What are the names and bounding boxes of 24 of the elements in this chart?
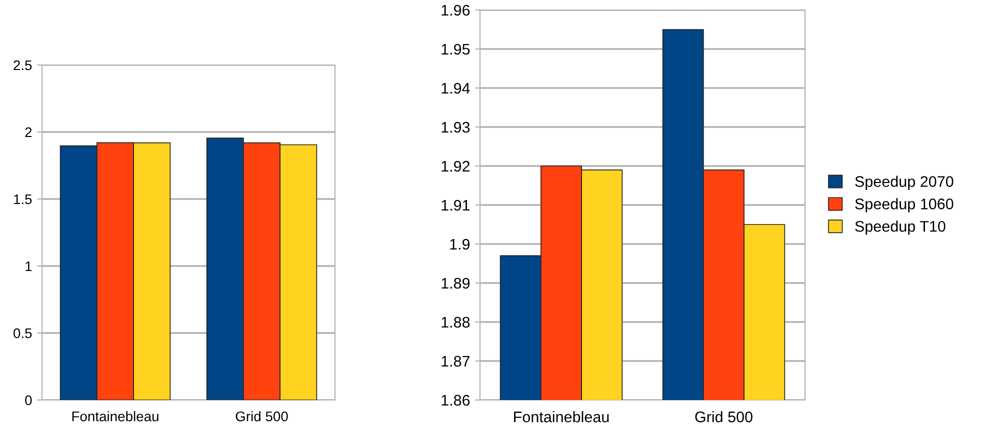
x-tick-label: Fontainebleau	[72, 411, 158, 422]
y-tick-label: 0	[25, 395, 32, 406]
y-tick-label: 1.87	[442, 356, 470, 367]
y-tick-label: 1.96	[442, 4, 470, 16]
y-tick-label: 1.9	[450, 238, 470, 250]
legend-label: Speedup 2070	[855, 176, 954, 190]
y-tick-label: 1.5	[14, 194, 32, 204]
y-tick-label: 1.89	[442, 278, 470, 289]
x-tick-label: Grid 500	[236, 411, 288, 422]
y-tick-label: 2	[25, 127, 32, 138]
x-tick-label: Fontainebleau	[514, 411, 609, 422]
y-tick-label: 2.5	[14, 60, 32, 70]
x-tick-label: Grid 500	[695, 411, 752, 422]
y-tick-label: 1	[26, 261, 32, 272]
y-tick-label: 1.91	[442, 200, 470, 211]
y-tick-label: 1.86	[442, 394, 470, 406]
y-tick-label: 1.94	[442, 82, 470, 94]
y-tick-label: 0.5	[14, 328, 32, 338]
y-tick-label: 1.95	[442, 44, 470, 55]
y-tick-label: 1.92	[442, 160, 470, 172]
legend-label: Speedup 1060	[855, 198, 954, 212]
legend-label: Speedup T10	[855, 220, 946, 235]
y-tick-label: 1.93	[442, 122, 470, 133]
y-tick-label: 1.88	[442, 316, 470, 328]
